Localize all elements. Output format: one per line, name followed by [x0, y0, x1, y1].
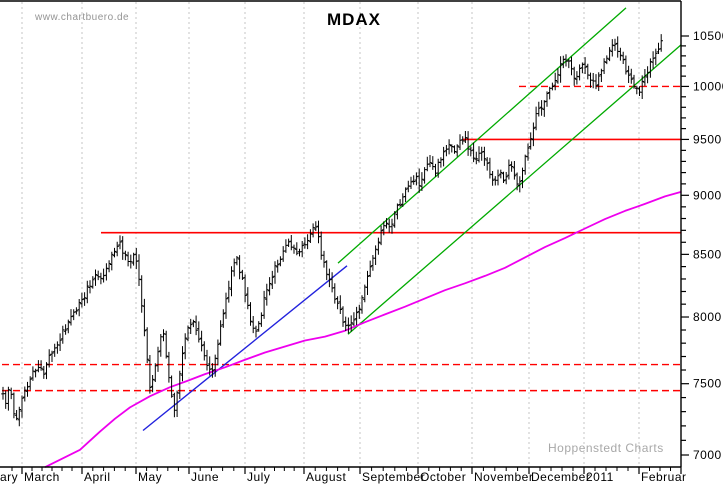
chart-title: MDAX — [327, 10, 381, 29]
vertical-gridlines — [21, 2, 640, 466]
x-axis-label: July — [247, 470, 270, 484]
daily-price-bars — [1, 34, 663, 427]
y-axis-label: 10500 — [693, 29, 723, 43]
x-axis-label: June — [191, 470, 219, 484]
x-axis-label: 2011 — [586, 470, 614, 484]
moving-average-line — [44, 191, 682, 469]
y-axis-label: 10000 — [693, 79, 723, 93]
y-axis-label: 8000 — [693, 310, 722, 324]
watermark-hoppenstedt: Hoppenstedt Charts — [548, 441, 664, 455]
x-axis-label: October — [420, 470, 466, 484]
x-axis-label: Februar — [641, 470, 687, 484]
ohlc-bars — [1, 34, 663, 427]
x-axis-label: ary — [0, 470, 18, 484]
watermark-chartbuero: www.chartbuero.de — [34, 12, 129, 23]
y-axis-label: 7000 — [693, 448, 722, 462]
y-axis-label: 8500 — [693, 247, 722, 261]
green-channel-upper — [337, 7, 627, 264]
x-axis-label: August — [306, 470, 347, 484]
x-axis-label: March — [24, 470, 60, 484]
green-channel-lower — [347, 44, 682, 335]
x-axis-label: November — [474, 470, 533, 484]
y-axis-label: 7500 — [693, 377, 722, 391]
x-axis-label: December — [531, 470, 590, 484]
x-axis-label: April — [84, 470, 111, 484]
y-axis-label: 9500 — [693, 132, 722, 146]
x-axis-label: May — [138, 470, 162, 484]
y-axis-label: 9000 — [693, 188, 722, 202]
x-axis-label: September — [362, 470, 425, 484]
